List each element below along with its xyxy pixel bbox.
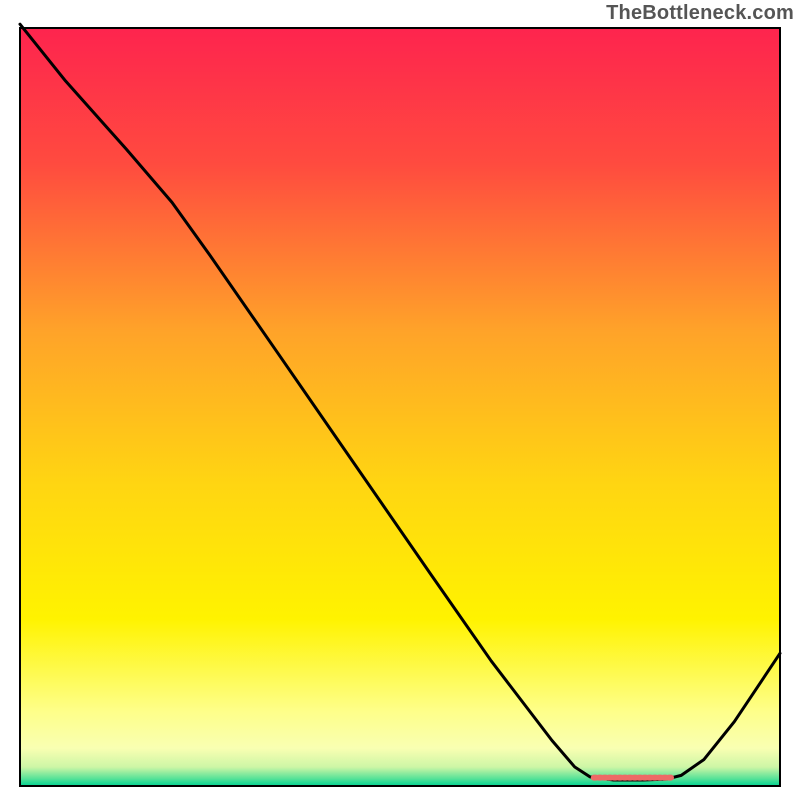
bottleneck-chart: [0, 0, 800, 800]
chart-container: TheBottleneck.com: [0, 0, 800, 800]
attribution-text: TheBottleneck.com: [606, 2, 794, 25]
chart-background: [20, 28, 780, 786]
